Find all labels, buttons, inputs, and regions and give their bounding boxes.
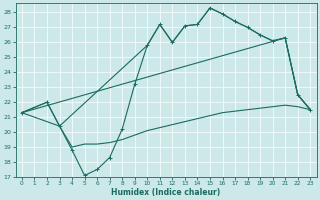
X-axis label: Humidex (Indice chaleur): Humidex (Indice chaleur) xyxy=(111,188,221,197)
